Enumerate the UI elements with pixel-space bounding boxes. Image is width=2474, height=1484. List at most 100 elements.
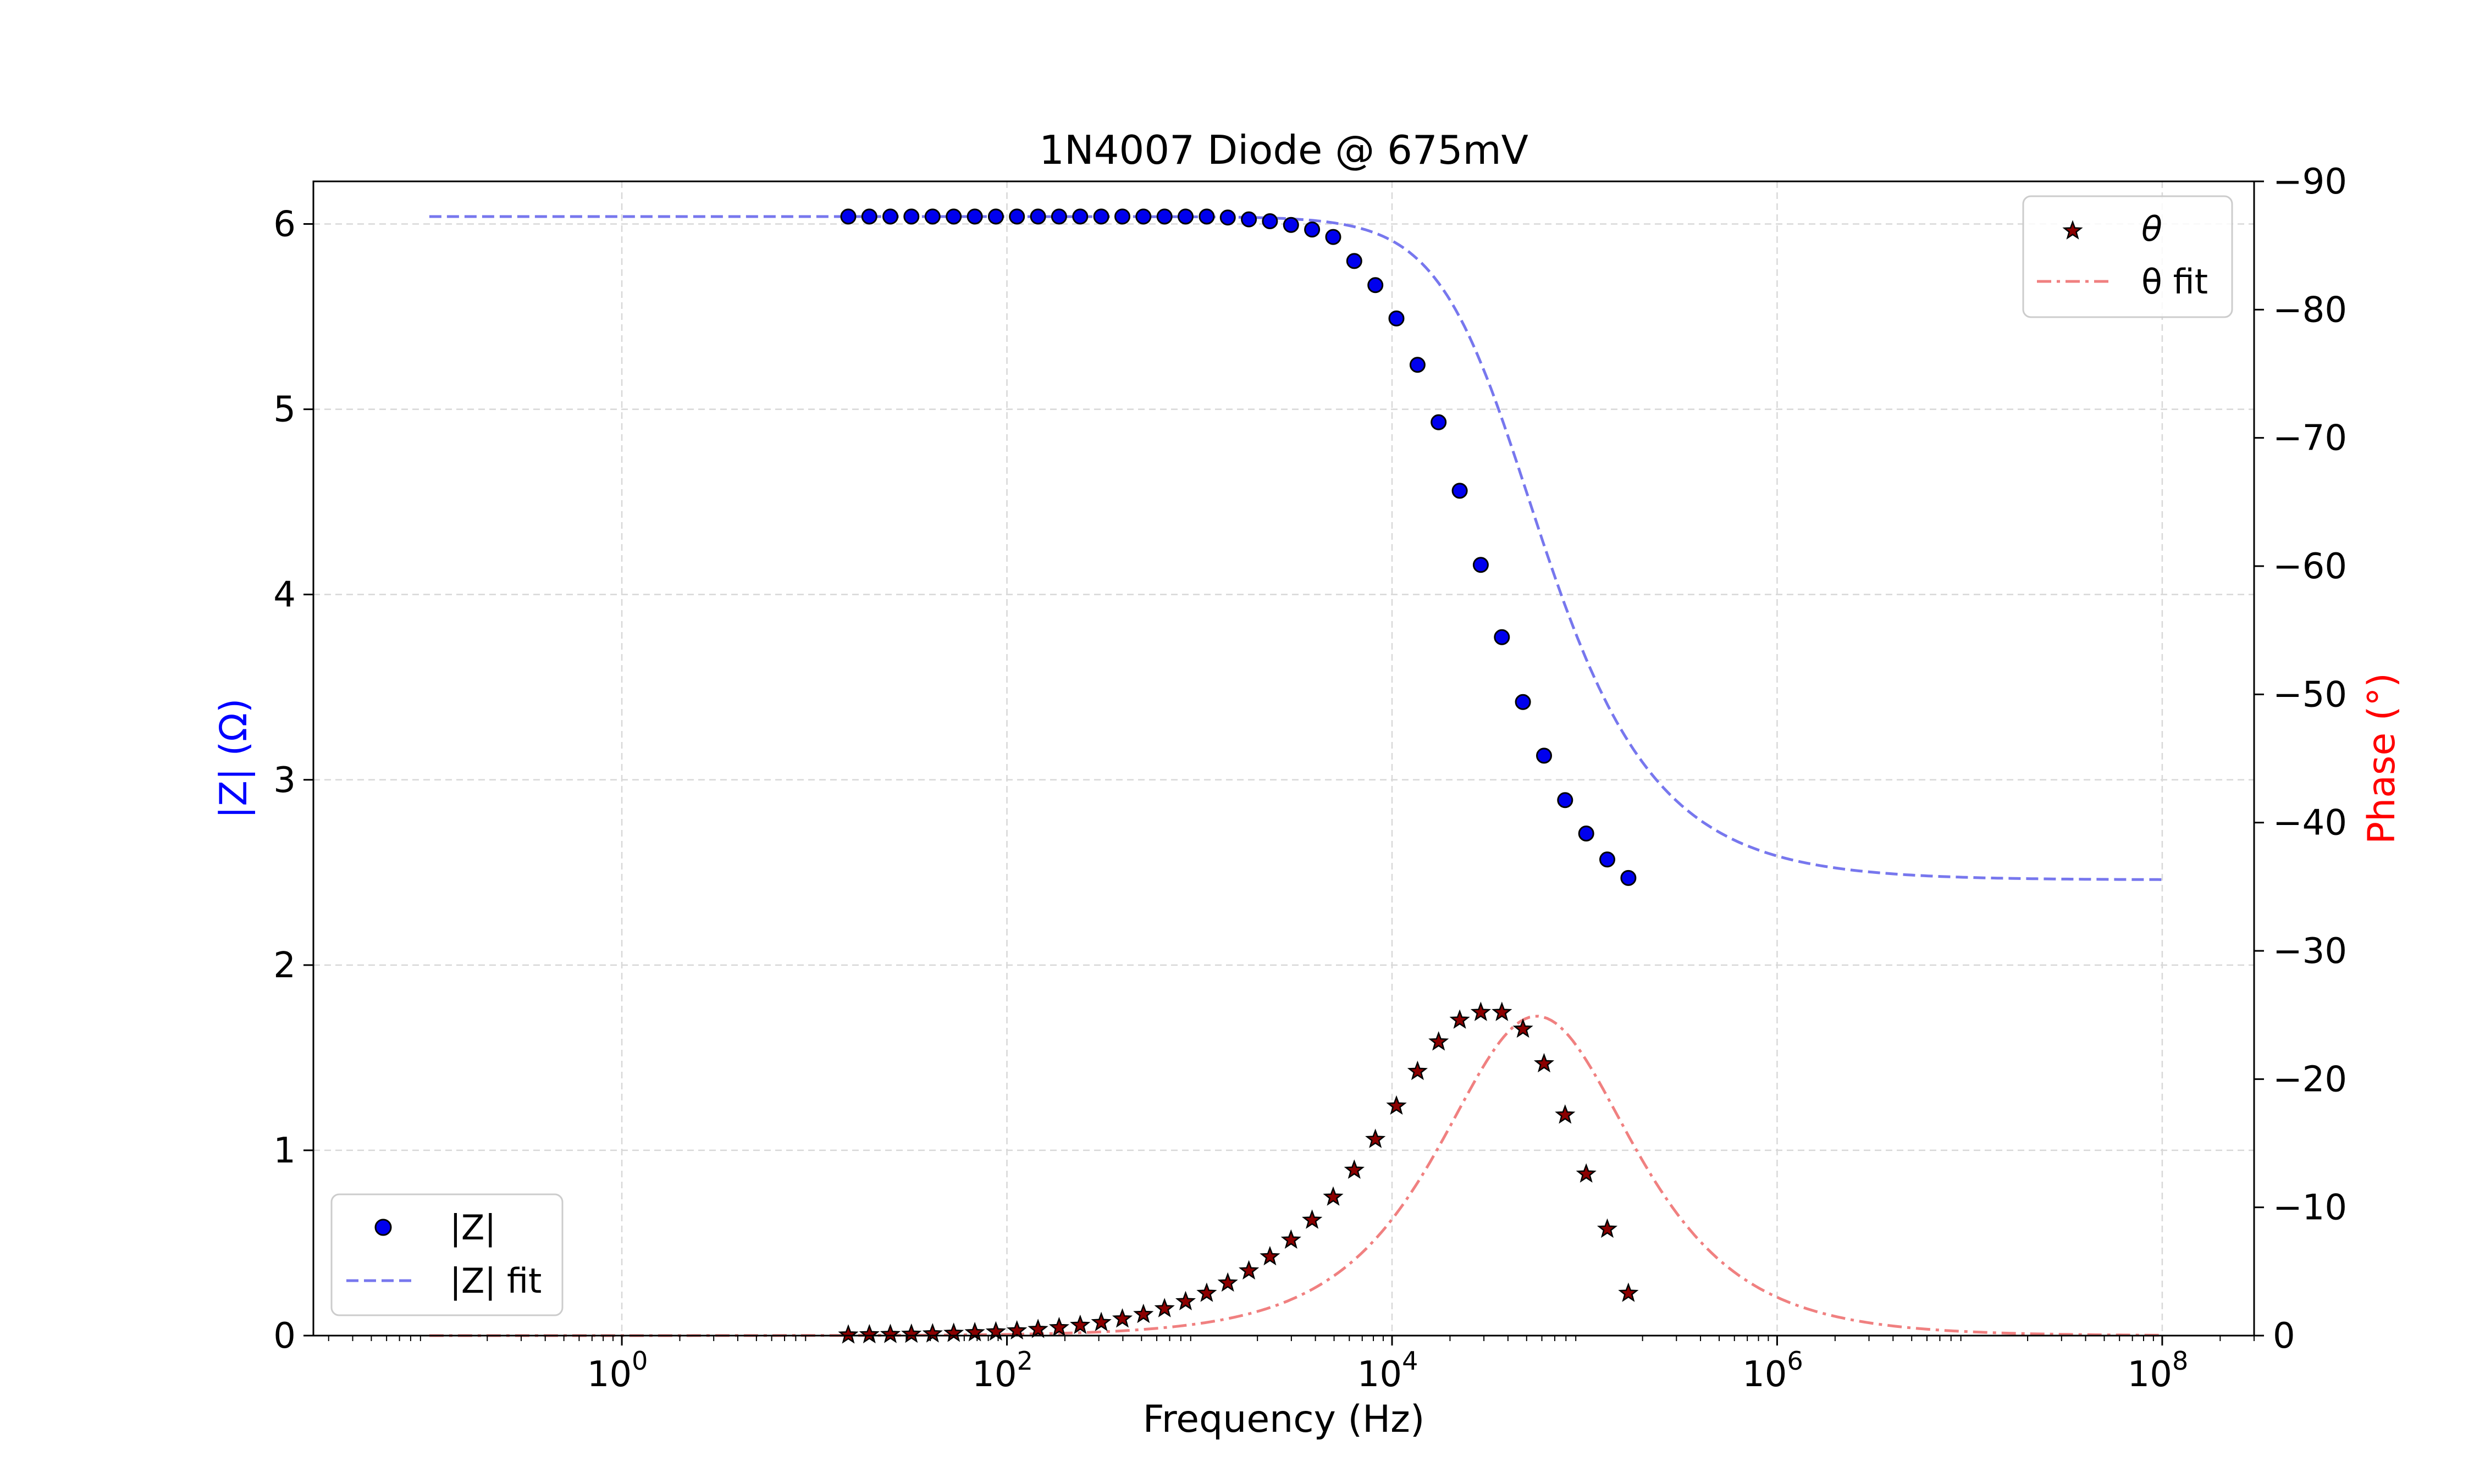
legend-theta-marker (2062, 220, 2083, 240)
theta-data-point (1070, 1314, 1091, 1335)
y-right-tick-label: −10 (2273, 1188, 2347, 1228)
z-data-point (1156, 208, 1173, 225)
plot-frame (312, 180, 2255, 1337)
theta-data-point (1618, 1282, 1639, 1302)
z-data-point (924, 208, 941, 225)
theta-data-point (859, 1324, 880, 1344)
theta-data-point (1365, 1128, 1386, 1148)
theta-data-point (1154, 1298, 1175, 1317)
theta-data-point (1280, 1229, 1301, 1249)
y-left-axis-ticks: 0 1 2 3 4 5 6 (273, 204, 313, 1356)
theta-data-point (1007, 1320, 1028, 1340)
chart-title: 1N4007 Diode @ 675mV (1039, 127, 1528, 173)
z-data-point (1325, 229, 1341, 245)
theta-data-point (838, 1324, 859, 1344)
y-right-tick-label: −30 (2273, 931, 2347, 972)
y-left-tick-label: 2 (273, 945, 296, 986)
theta-data-point (1260, 1245, 1280, 1266)
legend-theta-star (2062, 220, 2083, 240)
legend-theta-fit-label: θ fit (2141, 262, 2208, 302)
theta-data-point (1555, 1104, 1576, 1124)
z-data-point (1051, 208, 1067, 225)
theta-data-point (1386, 1095, 1407, 1115)
theta-data-point (1597, 1218, 1618, 1238)
theta-data-point (1133, 1303, 1154, 1324)
theta-data-point (1449, 1009, 1470, 1029)
z-data-point (1030, 208, 1046, 225)
z-data-point (967, 208, 983, 225)
y-right-axis-label: Phase (°) (2360, 673, 2404, 844)
y-right-tick-label: 0 (2273, 1316, 2295, 1356)
theta-data-point (1428, 1031, 1449, 1051)
z-data-point (1219, 209, 1236, 226)
z-data-point (1135, 208, 1152, 225)
z-data-point (903, 208, 920, 225)
z-data-point (1515, 694, 1531, 710)
y-left-axis-label: |Z| (Ω) (212, 698, 256, 818)
legend-theta-frame (2022, 195, 2233, 318)
theta-data-point (1028, 1319, 1048, 1338)
y-right-axis-ticks: 0 −10 −20 −30 −40 −50 −60 −70 −80 −90 (2254, 162, 2347, 1356)
z-data-point (882, 208, 898, 225)
y-left-tick-label: 4 (273, 575, 296, 616)
y-left-tick-label: 1 (273, 1131, 296, 1171)
y-left-tick-label: 6 (273, 204, 296, 245)
y-right-tick-label: −80 (2273, 290, 2347, 330)
y-right-tick-label: −20 (2273, 1059, 2347, 1100)
theta-data-point (1048, 1316, 1069, 1337)
legend-theta-label: θ (2141, 209, 2162, 249)
theta-data-point (1323, 1186, 1344, 1206)
z-data-point (987, 208, 1004, 225)
theta-data-point (1112, 1308, 1133, 1328)
z-data-point (1304, 222, 1321, 238)
z-data-point (1009, 208, 1025, 225)
theta-data-point (1470, 1001, 1491, 1021)
theta-data-point (1091, 1311, 1112, 1331)
legend-theta: θ θ fit (2022, 195, 2233, 318)
legend-z-marker (374, 1219, 392, 1236)
z-data-point (840, 208, 857, 225)
z-data-point (1472, 557, 1489, 573)
theta-data-point (901, 1323, 922, 1343)
theta-data-point (1239, 1260, 1260, 1280)
x-axis-ticks: 100 102 104 106 108 (328, 1336, 2255, 1395)
theta-data-point (1512, 1018, 1533, 1038)
z-data-point (1114, 208, 1130, 225)
z-data-point (1283, 217, 1299, 233)
grid (313, 181, 2254, 1337)
theta-data-point (1302, 1209, 1323, 1229)
z-data-point (1620, 870, 1637, 886)
theta-data-point (1196, 1282, 1217, 1302)
legend-z: |Z| |Z| fit (330, 1193, 564, 1316)
z-data-point (1557, 792, 1573, 809)
x-tick-label: 100 (587, 1346, 648, 1395)
y-left-tick-label: 5 (273, 390, 296, 430)
theta-data-point (1576, 1163, 1597, 1183)
z-data-point (946, 208, 962, 225)
theta-data-point (1407, 1060, 1428, 1081)
y-left-tick-label: 0 (273, 1316, 296, 1356)
z-data-point (1409, 357, 1426, 373)
z-data-point (1346, 253, 1362, 269)
z-data-point (1536, 747, 1552, 764)
y-right-tick-label: −90 (2273, 162, 2347, 202)
z-data-point (861, 208, 877, 225)
x-tick-label: 102 (972, 1346, 1033, 1395)
theta-data-point (1533, 1053, 1555, 1073)
y-right-tick-label: −50 (2273, 674, 2347, 715)
y-right-tick-label: −60 (2273, 546, 2347, 587)
theta-data-point (1492, 1001, 1512, 1021)
x-tick-label: 108 (2128, 1346, 2189, 1395)
y-right-tick-label: −70 (2273, 418, 2347, 459)
legend-z-fit-label: |Z| fit (450, 1261, 542, 1302)
z-data-point (1262, 213, 1278, 229)
z-data-point (1494, 629, 1510, 645)
z-data-point (1178, 208, 1194, 225)
z-data-point (1431, 414, 1447, 430)
z-data-point (1578, 826, 1594, 841)
x-axis-label: Frequency (Hz) (1143, 1398, 1425, 1441)
z-data-point (1072, 208, 1089, 225)
theta-data-point (922, 1323, 943, 1343)
theta-data-point (1344, 1159, 1365, 1179)
